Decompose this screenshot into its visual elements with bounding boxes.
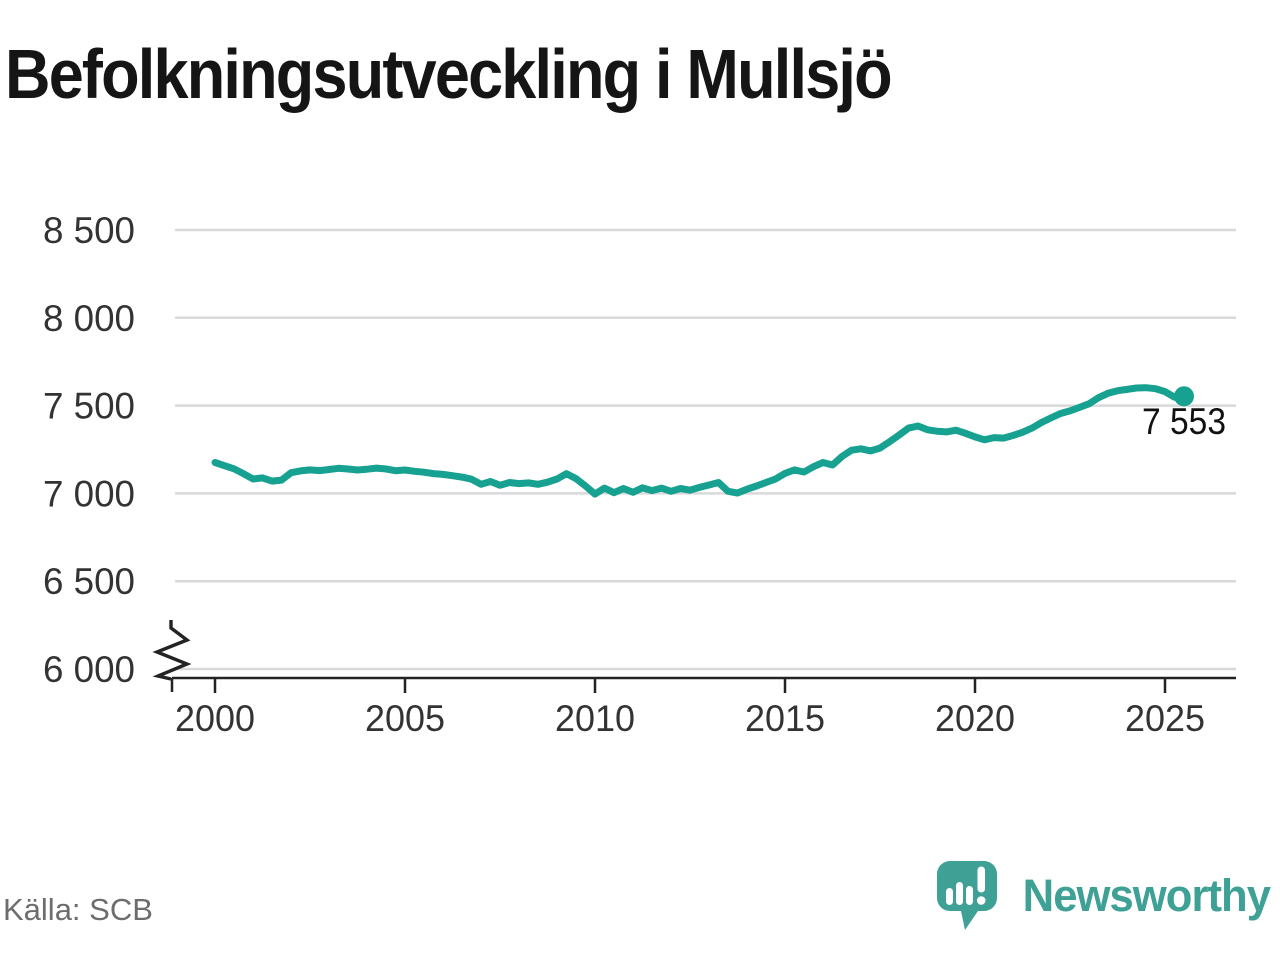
x-tick-label: 2005 bbox=[365, 698, 445, 739]
newsworthy-wordmark: Newsworthy bbox=[1022, 870, 1271, 921]
axis-break-icon bbox=[152, 620, 192, 681]
y-tick-label: 6 000 bbox=[43, 649, 135, 690]
newsworthy-logo-icon bbox=[936, 861, 997, 930]
y-tick-label: 8 500 bbox=[43, 210, 135, 251]
x-tick-label: 2020 bbox=[935, 698, 1015, 739]
latest-point-marker bbox=[1174, 386, 1194, 407]
chart-title: Befolkningsutveckling i Mullsjö bbox=[5, 35, 893, 113]
y-tick-label: 7 000 bbox=[43, 473, 135, 514]
x-tick-label: 2000 bbox=[175, 698, 255, 739]
y-tick-label: 6 500 bbox=[43, 561, 135, 602]
source-label: Källa: SCB bbox=[3, 892, 153, 927]
population-line bbox=[211, 384, 1188, 498]
x-tick-label: 2015 bbox=[745, 698, 825, 739]
x-tick-label: 2010 bbox=[555, 698, 635, 739]
newsworthy-branding: Newsworthy bbox=[934, 859, 1271, 933]
latest-value-label: 7 553 bbox=[1142, 401, 1226, 442]
x-tick-label: 2025 bbox=[1125, 698, 1205, 739]
y-tick-label: 8 000 bbox=[43, 298, 135, 339]
y-tick-label: 7 500 bbox=[43, 386, 135, 427]
